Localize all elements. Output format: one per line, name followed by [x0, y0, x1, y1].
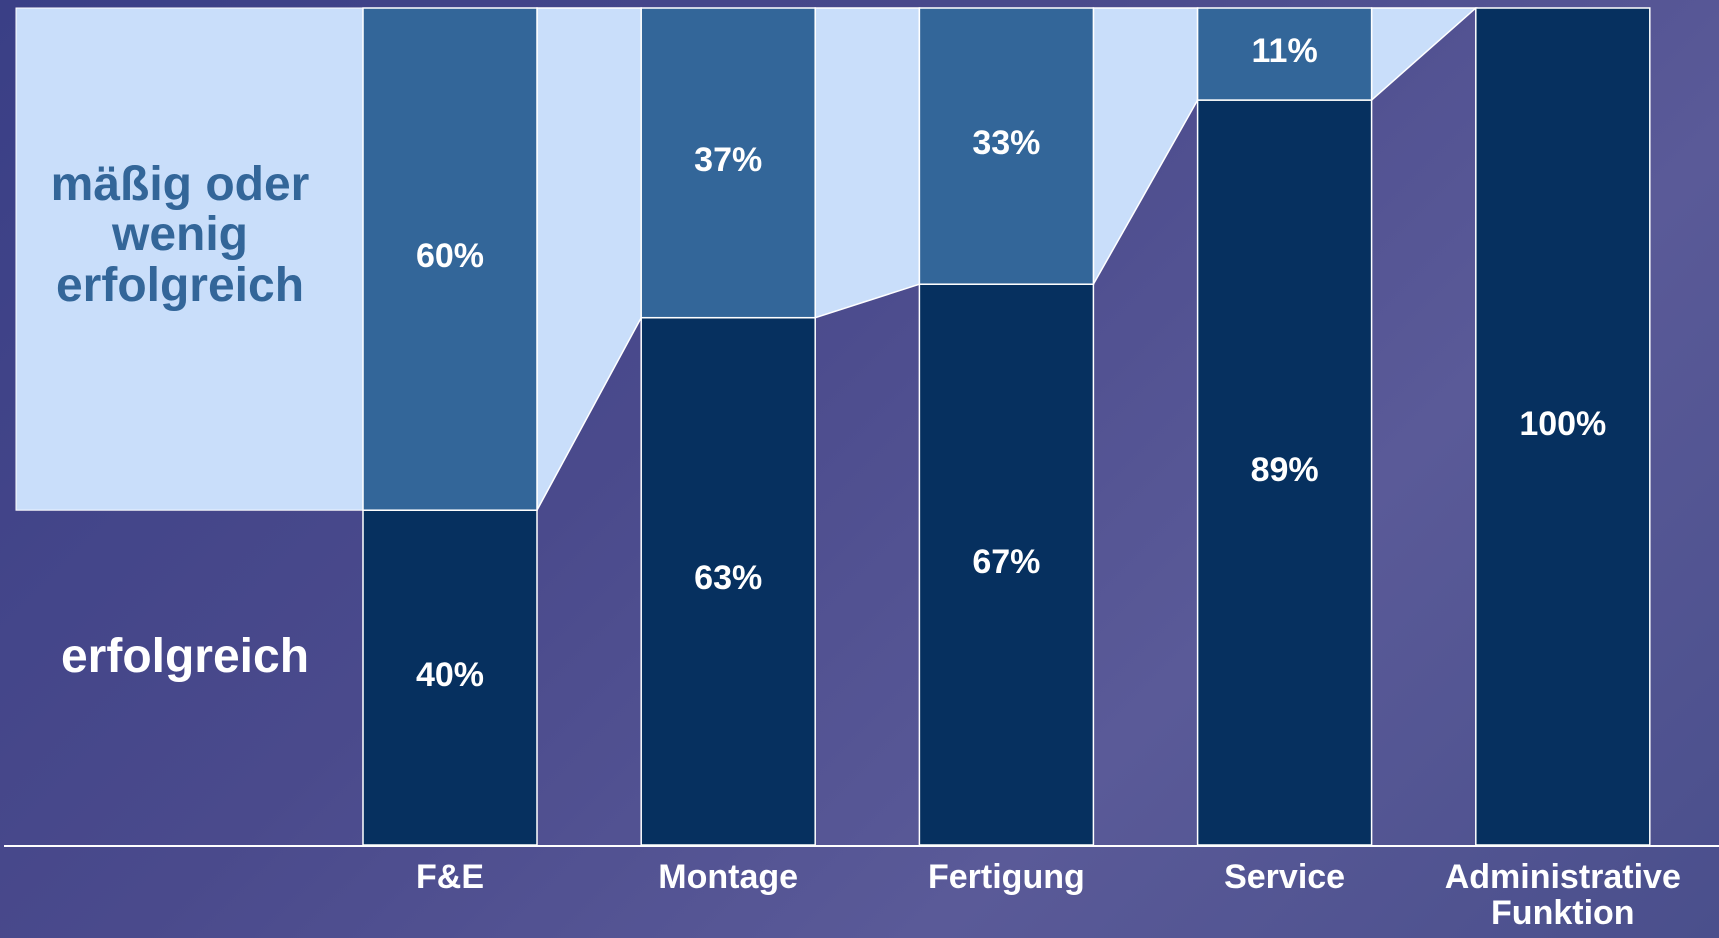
legend-label: erfolgreich [20, 632, 350, 682]
x-tick-label: Service [1135, 860, 1435, 896]
chart: 40% 60% F&E 63% 37% Montage 67% 33% Fertigung 89%… [0, 0, 1719, 938]
value-label: 63% [641, 561, 815, 597]
value-label: 100% [1476, 407, 1650, 443]
legend-label: mäßig oder wenig erfolgreich [20, 160, 340, 311]
value-label: 89% [1198, 453, 1372, 489]
x-tick-label: Fertigung [856, 860, 1156, 896]
value-label: 11% [1198, 34, 1372, 70]
value-label: 40% [363, 658, 537, 694]
value-label: 60% [363, 239, 537, 275]
connector [1372, 8, 1476, 100]
value-label: 33% [919, 126, 1093, 162]
connector [1093, 8, 1197, 284]
value-label: 67% [919, 545, 1093, 581]
plot [0, 0, 1719, 938]
x-tick-label: F&E [300, 860, 600, 896]
x-tick-label: Montage [578, 860, 878, 896]
value-label: 37% [641, 143, 815, 179]
connector [815, 8, 919, 318]
connector [537, 8, 641, 510]
x-tick-label: Administrative Funktion [1413, 860, 1713, 931]
